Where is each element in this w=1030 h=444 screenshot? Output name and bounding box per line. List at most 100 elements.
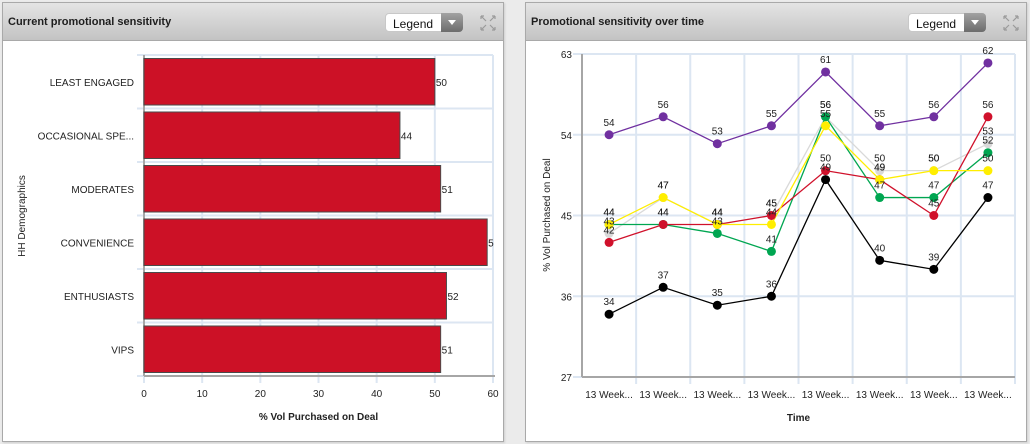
legend-dropdown-label: Legend (393, 17, 434, 31)
x-tick-label: 13 Week... (802, 390, 850, 401)
data-point (875, 255, 885, 265)
category-label: ENTHUSIASTS (64, 292, 134, 303)
data-point (929, 264, 939, 274)
data-point (875, 175, 885, 185)
data-point (929, 112, 939, 122)
data-point (604, 219, 614, 229)
data-point (658, 282, 668, 292)
data-point (929, 211, 939, 220)
bar-value-label: 51 (442, 345, 454, 356)
series-line (608, 178, 989, 315)
data-label: 44 (658, 207, 670, 218)
bar (143, 218, 488, 266)
data-point (983, 139, 993, 149)
category-label: VIPS (111, 345, 134, 356)
bar-value-label: 44 (401, 131, 413, 142)
data-label: 50 (874, 154, 886, 165)
data-point (875, 193, 885, 203)
x-tick-label: 13 Week... (964, 390, 1012, 401)
x-tick-label: 30 (313, 389, 325, 400)
data-label: 49 (874, 163, 886, 174)
data-label: 55 (766, 109, 778, 120)
x-tick-label: 0 (141, 389, 147, 400)
legend-dropdown[interactable]: Legend (908, 13, 986, 32)
data-label: 53 (982, 127, 994, 138)
data-point (604, 130, 614, 140)
x-tick-label: 60 (487, 389, 499, 400)
data-label: 62 (982, 46, 994, 57)
data-point (766, 219, 776, 229)
bar (143, 111, 401, 159)
bar-chart: 0 10 20 30 40 50 60 50 LEAST ENGAGED 44 OCCASIONAL… (17, 54, 499, 423)
data-point (604, 228, 614, 238)
panel-title: Promotional sensitivity over time (531, 16, 704, 28)
x-tick-label: 13 Week... (585, 390, 633, 401)
data-point (983, 166, 993, 176)
data-label: 56 (658, 100, 670, 111)
data-label: 56 (982, 100, 994, 111)
x-tick-label: 13 Week... (748, 390, 796, 401)
series-line (608, 124, 988, 226)
promotional-sensitivity-over-time-panel: Promotional sensitivity over time Legend… (525, 2, 1027, 442)
data-label: 55 (820, 109, 832, 120)
data-label: 37 (658, 270, 670, 281)
data-label: 47 (658, 181, 670, 192)
data-point (821, 112, 831, 122)
bar-value-label: 51 (442, 185, 454, 196)
data-point (821, 166, 831, 176)
data-point (604, 309, 614, 319)
data-point (875, 166, 885, 176)
data-label: 44 (658, 207, 670, 218)
data-label: 56 (928, 100, 940, 111)
data-label: 45 (766, 199, 778, 210)
panel-title: Current promotional sensitivity (8, 16, 172, 28)
data-label: 44 (712, 207, 724, 218)
series-line (608, 62, 989, 145)
current-promotional-sensitivity-panel: Current promotional sensitivity Legend 0… (2, 2, 504, 442)
data-point (712, 228, 722, 238)
data-point (658, 112, 668, 122)
category-label: MODERATES (71, 185, 134, 196)
bar (143, 272, 447, 320)
data-label: 50 (982, 154, 994, 165)
data-label: 47 (982, 181, 994, 192)
data-point (766, 246, 776, 256)
data-point (821, 121, 831, 131)
data-label: 52 (982, 136, 994, 147)
expand-icon[interactable] (480, 15, 496, 31)
data-point (983, 193, 993, 203)
data-label: 47 (874, 181, 886, 192)
data-label: 50 (928, 154, 940, 165)
x-tick-label: 40 (371, 389, 383, 400)
data-label: 39 (928, 252, 940, 263)
y-tick-label: 27 (561, 373, 573, 384)
data-point (604, 237, 614, 247)
legend-dropdown-button[interactable] (964, 13, 986, 32)
legend-dropdown-button[interactable] (441, 13, 463, 32)
legend-dropdown-label: Legend (916, 17, 957, 31)
data-point (821, 175, 831, 185)
data-label: 53 (712, 127, 724, 138)
series-line (609, 115, 989, 253)
legend-dropdown[interactable]: Legend (385, 13, 463, 32)
y-tick-label: 45 (561, 212, 573, 223)
bar (143, 165, 442, 213)
bar-value-label: 5 (488, 238, 494, 249)
series-line (608, 116, 989, 244)
bar-value-label: 50 (436, 78, 448, 89)
x-axis-title: Time (787, 413, 811, 424)
data-point (712, 139, 722, 149)
data-point (983, 58, 993, 68)
y-tick-label: 63 (561, 50, 573, 61)
category-label: LEAST ENGAGED (50, 78, 134, 89)
data-label: 49 (874, 163, 886, 174)
data-label: 50 (928, 154, 940, 165)
data-label: 34 (604, 297, 616, 308)
expand-icon[interactable] (1003, 15, 1019, 31)
data-label: 56 (820, 100, 832, 111)
x-tick-label: 10 (197, 389, 209, 400)
category-label: CONVENIENCE (61, 238, 135, 249)
data-point (712, 300, 722, 310)
data-point (929, 193, 939, 203)
data-label: 44 (712, 207, 724, 218)
